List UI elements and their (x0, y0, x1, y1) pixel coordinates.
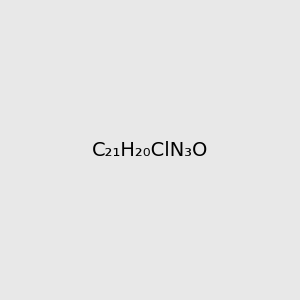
Text: C₂₁H₂₀ClN₃O: C₂₁H₂₀ClN₃O (92, 140, 208, 160)
